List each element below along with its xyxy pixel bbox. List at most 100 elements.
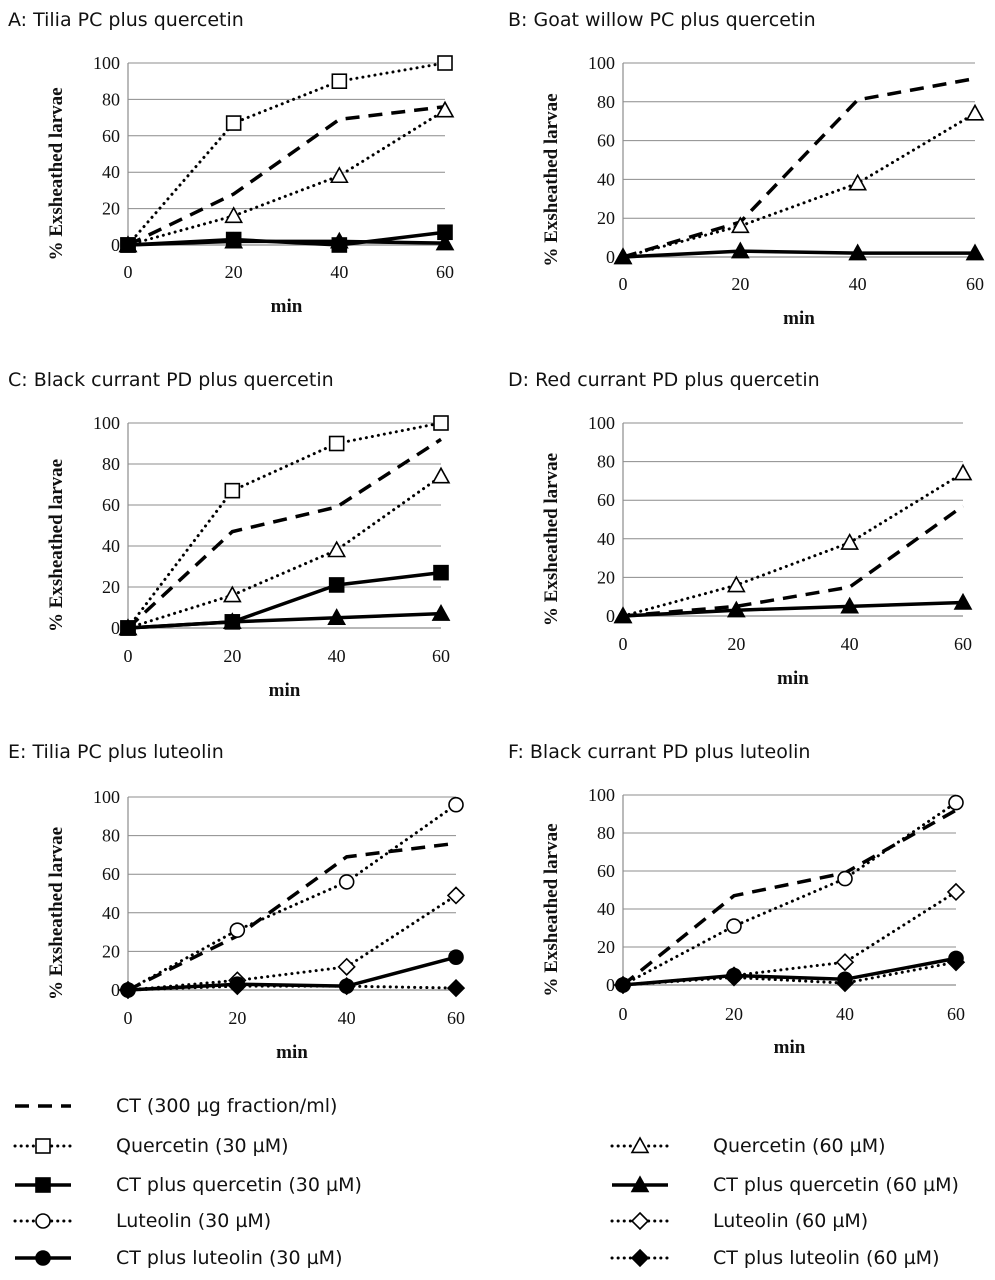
y-tick-label: 0 (111, 980, 120, 1000)
y-axis-label: % Exsheathed larvae (541, 453, 562, 626)
data-point (437, 55, 453, 71)
series-q60 (613, 103, 985, 265)
y-tick-label: 60 (102, 864, 120, 884)
data-point (730, 241, 750, 259)
data-point (329, 166, 349, 184)
y-tick-label: 60 (597, 490, 615, 510)
chart-title: C: Black currant PD plus quercetin (8, 369, 334, 391)
data-point (327, 608, 347, 625)
chart-panel-f: F: Black currant PD plus luteolin 0 20 40 60… (508, 741, 966, 1058)
x-tick-label: 60 (966, 274, 984, 294)
y-tick-label: 100 (588, 785, 615, 805)
series-line (622, 76, 976, 259)
x-axis-label: min (269, 680, 301, 701)
x-tick-label: 20 (725, 1004, 743, 1024)
series-line (622, 504, 965, 618)
data-point (431, 604, 451, 621)
data-point (613, 606, 633, 624)
series-line (127, 841, 457, 992)
data-point (118, 980, 138, 1000)
x-tick-label: 40 (330, 262, 348, 282)
chart-panel-b: B: Goat willow PC plus quercetin 0 20 40 60 8… (508, 9, 985, 329)
x-tick-label: 40 (849, 274, 867, 294)
legend-label: CT (300 µg fraction/ml) (116, 1095, 337, 1117)
y-tick-label: 0 (606, 606, 615, 626)
y-axis-label: % Exsheathed larvae (541, 93, 562, 266)
x-tick-label: 60 (947, 1004, 965, 1024)
legend-entry-q30: Quercetin (30 µM) (13, 1135, 289, 1157)
series-line (621, 960, 958, 987)
y-tick-label: 60 (597, 861, 615, 881)
data-point (337, 977, 356, 996)
data-point (222, 612, 242, 630)
y-tick-label: 80 (102, 826, 120, 846)
data-point (835, 953, 855, 972)
series-line (126, 474, 443, 630)
x-tick-label: 0 (124, 262, 133, 282)
data-point (446, 886, 466, 905)
chart-panel-c: C: Black currant PD plus quercetin 0 20 40 6… (8, 369, 451, 701)
data-point (338, 874, 355, 890)
y-tick-label: 20 (597, 208, 615, 228)
y-tick-label: 0 (111, 235, 120, 255)
series-line (127, 239, 446, 247)
series-ct (127, 104, 446, 247)
legend-entry-ct: CT (300 µg fraction/ml) (15, 1095, 337, 1117)
data-point (448, 949, 464, 965)
y-tick-label: 0 (606, 247, 615, 267)
series-line (126, 421, 443, 630)
x-axis-label: min (276, 1042, 308, 1063)
legend-marker (35, 1177, 51, 1193)
data-point (724, 968, 744, 987)
y-tick-label: 80 (597, 823, 615, 843)
chart-title: B: Goat willow PC plus quercetin (508, 9, 816, 31)
data-point (726, 600, 746, 618)
x-tick-label: 20 (731, 274, 749, 294)
y-tick-label: 40 (597, 899, 615, 919)
data-point (613, 975, 633, 995)
legend-entry-ctl60: CT plus luteolin (60 µM) (610, 1247, 939, 1269)
series-line (126, 61, 447, 247)
series-line (621, 471, 965, 618)
data-point (837, 870, 853, 887)
series-line (127, 611, 442, 630)
series-line (621, 111, 977, 259)
chart-panel-a: A: Tilia PC plus quercetin 0 20 40 60 80 100 0 2… (8, 9, 455, 317)
x-tick-label: 60 (447, 1008, 465, 1028)
y-tick-label: 100 (93, 53, 120, 73)
y-tick-label: 80 (597, 452, 615, 472)
legend-marker (35, 1213, 51, 1229)
legend: CT (300 µg fraction/ml) Quercetin (30 µM)… (13, 1095, 959, 1269)
series-line (127, 104, 446, 247)
legend-entry-q60: Quercetin (60 µM) (610, 1135, 886, 1157)
y-tick-label: 20 (597, 567, 615, 587)
x-tick-label: 60 (954, 634, 972, 654)
series-q60 (613, 463, 973, 624)
legend-label: CT plus quercetin (60 µM) (713, 1174, 959, 1196)
y-tick-label: 40 (102, 536, 120, 556)
series-ct (622, 76, 976, 259)
x-tick-label: 20 (727, 634, 745, 654)
y-tick-label: 20 (102, 199, 120, 219)
data-point (946, 953, 966, 972)
data-point (726, 918, 742, 934)
y-tick-label: 40 (102, 903, 120, 923)
legend-marker (35, 1250, 51, 1266)
data-point (222, 585, 242, 603)
series-ctl60 (613, 953, 966, 995)
series-line (622, 249, 975, 259)
data-point (224, 206, 244, 224)
data-point (726, 575, 746, 593)
series-l30 (615, 794, 964, 993)
legend-entry-ctq30: CT plus quercetin (30 µM) (15, 1174, 362, 1196)
x-axis-label: min (783, 308, 815, 329)
data-point (613, 247, 633, 265)
data-point (431, 466, 451, 484)
series-ct (621, 808, 957, 987)
series-line (126, 984, 458, 992)
data-point (337, 957, 356, 976)
series-ctq30 (120, 224, 453, 253)
data-point (225, 115, 242, 131)
data-point (965, 103, 985, 121)
